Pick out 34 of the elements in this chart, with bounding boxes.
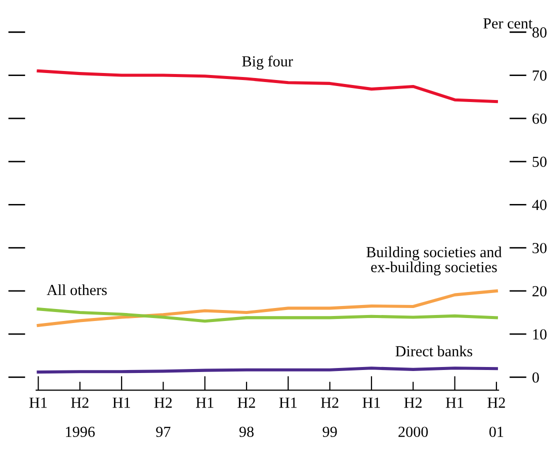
x-tick-label: H1 bbox=[279, 398, 297, 408]
x-tick-label: H2 bbox=[71, 398, 88, 408]
x-tick-label: H1 bbox=[196, 398, 214, 408]
y-tick-label: 40 bbox=[532, 200, 547, 210]
y-tick-label: 60 bbox=[532, 114, 547, 124]
x-tick-label: H2 bbox=[488, 398, 505, 408]
x-tick-label: H2 bbox=[320, 398, 338, 408]
y-axis-title: Per cent bbox=[483, 18, 532, 29]
y-tick-label: 20 bbox=[532, 286, 547, 296]
x-tick-label: H1 bbox=[112, 398, 130, 408]
x-tick-label: H1 bbox=[29, 398, 47, 408]
series-label: Big four bbox=[242, 56, 293, 70]
y-tick-label: 80 bbox=[532, 27, 547, 38]
text: 01 bbox=[489, 426, 504, 438]
x-tick-label: H1 bbox=[362, 398, 380, 408]
x-tick-label: H2 bbox=[154, 398, 172, 408]
y-tick-label: 0 bbox=[532, 372, 539, 383]
line-series bbox=[36, 308, 498, 323]
text: 97 bbox=[156, 426, 170, 438]
y-tick-label: 50 bbox=[532, 156, 547, 167]
y-tick-label: 70 bbox=[532, 70, 547, 81]
y-tick-label: 30 bbox=[532, 242, 547, 254]
x-tick-label: H2 bbox=[238, 398, 256, 408]
series-label: Building societies and ex-building societies bbox=[366, 246, 502, 276]
series-label: Direct banks bbox=[396, 346, 472, 356]
text: 99 bbox=[322, 426, 337, 438]
x-tick-label: H2 bbox=[404, 398, 422, 408]
x-tick-label: H1 bbox=[446, 398, 464, 408]
y-tick-label: 10 bbox=[533, 329, 547, 340]
text: 98 bbox=[239, 426, 254, 438]
series-label: All others bbox=[46, 284, 107, 296]
line-series bbox=[36, 69, 498, 104]
text: 2000 bbox=[398, 426, 428, 438]
text: 1996 bbox=[66, 426, 95, 438]
